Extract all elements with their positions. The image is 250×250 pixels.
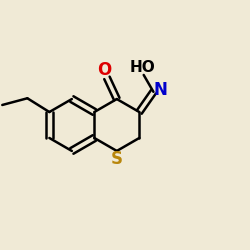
Text: N: N [154, 81, 167, 99]
Text: HO: HO [130, 60, 155, 75]
Text: O: O [97, 62, 112, 80]
Text: S: S [111, 150, 123, 168]
